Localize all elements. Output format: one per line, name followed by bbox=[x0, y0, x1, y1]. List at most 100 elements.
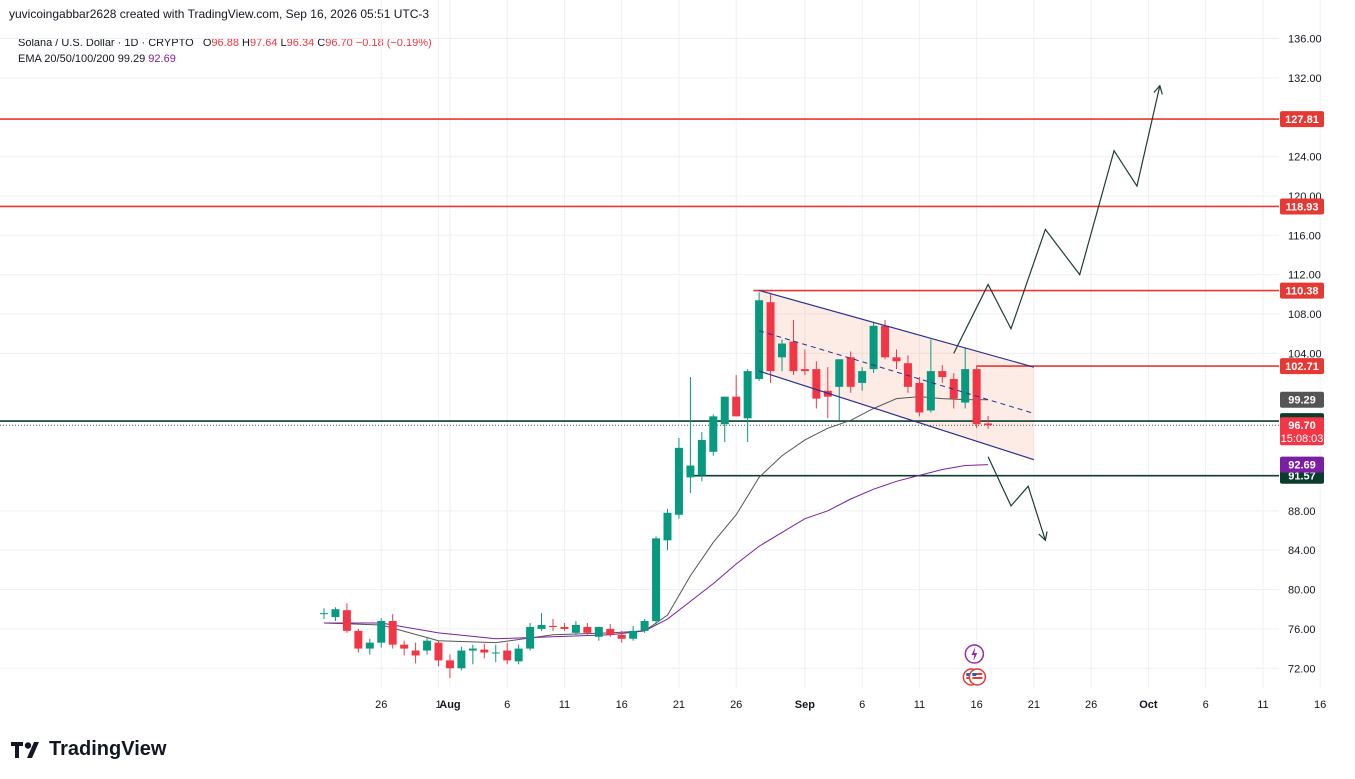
candle-body bbox=[800, 369, 809, 372]
tradingview-logo-icon bbox=[11, 741, 39, 758]
channel-area bbox=[759, 290, 1034, 460]
time-tick-label: Aug bbox=[439, 699, 460, 711]
candle-body bbox=[640, 621, 649, 631]
resistance-price-tag: 127.81 bbox=[1285, 114, 1319, 126]
candle-body bbox=[503, 650, 512, 661]
candle-body bbox=[766, 302, 775, 372]
candle-body bbox=[869, 325, 878, 370]
candle-body bbox=[342, 610, 351, 631]
candle bbox=[800, 349, 809, 376]
candle bbox=[480, 643, 489, 659]
time-tick-label: 26 bbox=[375, 699, 387, 711]
resistance-price-tag-bg bbox=[1280, 282, 1324, 299]
candle-body bbox=[892, 357, 901, 362]
candle-body bbox=[812, 369, 821, 399]
candle bbox=[709, 414, 718, 456]
ema-row[interactable]: EMA 20/50/100/200 99.29 92.69 bbox=[18, 51, 432, 67]
candle bbox=[766, 294, 775, 383]
tradingview-wordmark: TradingView bbox=[49, 738, 167, 760]
close-value: 96.70 bbox=[325, 37, 353, 49]
time-tick-label: 21 bbox=[1028, 699, 1040, 711]
candle-body bbox=[755, 300, 764, 379]
indicator-price-tag: 96.70 bbox=[1288, 420, 1316, 432]
candle-body bbox=[594, 626, 603, 637]
high-label: H bbox=[242, 37, 250, 49]
candle-body bbox=[926, 371, 935, 411]
low-label: L bbox=[280, 37, 287, 49]
candle-body bbox=[365, 642, 374, 649]
candle-body bbox=[984, 423, 993, 426]
candle bbox=[789, 319, 798, 376]
candle-body bbox=[674, 447, 683, 515]
channel-upper-line bbox=[758, 289, 1035, 368]
price-tags: 127.81118.93110.38102.7197.1291.5799.299… bbox=[1280, 111, 1324, 484]
price-tick-label: 84.00 bbox=[1288, 545, 1316, 557]
candle-body bbox=[377, 621, 386, 643]
candle bbox=[778, 339, 786, 372]
candle bbox=[617, 630, 626, 643]
resistance-price-tag-bg bbox=[1280, 111, 1324, 128]
candle bbox=[445, 654, 454, 679]
time-tick-label: 11 bbox=[914, 699, 925, 711]
candle bbox=[560, 622, 569, 631]
candle bbox=[377, 618, 386, 648]
price-tick-label: 88.00 bbox=[1288, 506, 1316, 518]
candle-body bbox=[445, 660, 454, 669]
candle-body bbox=[778, 343, 786, 358]
candle bbox=[755, 292, 764, 381]
price-chart[interactable]: 136.00132.00124.00120.00116.00112.00108.… bbox=[0, 0, 1355, 730]
channel-lower-line bbox=[758, 370, 1035, 461]
symbol-label[interactable]: Solana / U.S. Dollar · 1D · CRYPTO bbox=[18, 37, 194, 49]
candle-body bbox=[400, 644, 409, 649]
time-tick-label: 11 bbox=[1257, 699, 1268, 711]
candle bbox=[331, 607, 340, 622]
candle bbox=[354, 628, 363, 653]
candle-body bbox=[961, 369, 970, 403]
candle bbox=[892, 349, 901, 370]
candle-body bbox=[388, 621, 397, 645]
ema-label: EMA 20/50/100/200 bbox=[18, 53, 115, 65]
candle-body bbox=[423, 640, 432, 651]
candle bbox=[881, 319, 890, 360]
tradingview-logo[interactable]: TradingView bbox=[11, 738, 166, 761]
candle bbox=[537, 613, 546, 631]
candle-body bbox=[949, 378, 958, 399]
candle bbox=[320, 608, 328, 620]
indicator-price-tag-bg bbox=[1280, 391, 1324, 408]
resistance-price-tag: 110.38 bbox=[1285, 286, 1318, 298]
time-tick-label: 11 bbox=[559, 699, 570, 711]
candle-body bbox=[606, 628, 615, 635]
candlesticks bbox=[320, 292, 993, 679]
candle bbox=[686, 376, 695, 494]
candle-body bbox=[686, 465, 695, 478]
candle-body bbox=[915, 382, 924, 413]
low-value: 96.34 bbox=[286, 37, 315, 49]
price-levels bbox=[0, 118, 1279, 477]
time-axis: 126Aug611162126Sep611162126Oct611162126N… bbox=[375, 699, 1326, 711]
candle-body bbox=[354, 630, 363, 649]
candle-body bbox=[629, 630, 638, 639]
indicator-price-tag: 92.69 bbox=[1288, 460, 1316, 472]
candle-body bbox=[537, 624, 546, 629]
candle bbox=[606, 623, 615, 637]
candle bbox=[365, 638, 374, 655]
candle-body bbox=[468, 648, 477, 651]
candle bbox=[732, 375, 741, 417]
time-tick-label: Oct bbox=[1139, 699, 1158, 711]
candle-body bbox=[549, 625, 557, 627]
candle bbox=[640, 619, 649, 633]
candle-body bbox=[434, 642, 443, 661]
change-value: −0.18 (−0.19%) bbox=[355, 37, 432, 49]
price-tick-label: 136.00 bbox=[1288, 34, 1322, 46]
open-label: O bbox=[202, 37, 212, 49]
lightning-icon bbox=[971, 647, 978, 661]
candle-body bbox=[881, 325, 890, 358]
candle-body bbox=[858, 371, 867, 383]
price-tick-label: 76.00 bbox=[1288, 624, 1316, 636]
candle-body bbox=[789, 341, 798, 372]
projection-down-path-arrowhead bbox=[1038, 531, 1048, 542]
projection-paths bbox=[953, 84, 1163, 542]
candle-body bbox=[411, 650, 420, 656]
candle bbox=[846, 351, 855, 393]
price-tick-label: 132.00 bbox=[1288, 73, 1322, 85]
